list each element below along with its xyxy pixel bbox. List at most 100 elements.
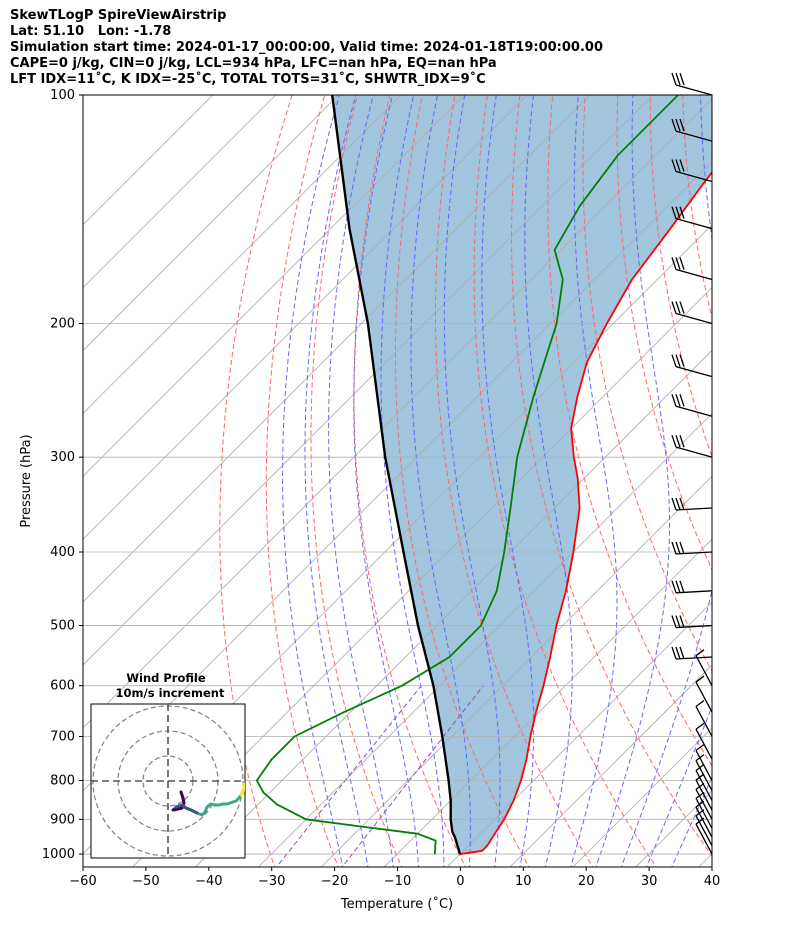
wind-barb-feather [675, 646, 681, 660]
wind-barb [671, 434, 713, 458]
x-tick-label: −10 [384, 874, 411, 889]
wind-barb-staff [695, 770, 713, 801]
dry-adiabat [310, 95, 403, 867]
wind-barb-feather [671, 72, 677, 86]
wind-barb-staff [695, 806, 713, 838]
wind-barb [695, 722, 713, 760]
wind-barb-staff [675, 446, 713, 458]
mixing-ratio-line [275, 685, 422, 867]
wind-barb [671, 615, 713, 629]
wind-barb-feather [675, 394, 681, 407]
wind-barb-feather [695, 743, 705, 752]
wind-barb [671, 159, 713, 183]
x-tick-label: −50 [132, 874, 159, 889]
wind-barb-feather [675, 434, 681, 448]
wind-barb-feather [675, 354, 681, 367]
wind-barb-feather [679, 434, 685, 448]
moist-adiabat [328, 95, 394, 867]
dry-adiabat [547, 95, 712, 767]
wind-barb-staff [675, 656, 713, 660]
wind-barb-staff [695, 798, 713, 829]
isotherm [383, 538, 712, 867]
isotherm [194, 349, 712, 867]
wind-barb-feather [671, 118, 677, 132]
wind-barb-feather [675, 159, 681, 172]
wind-barb-staff [695, 706, 713, 737]
wind-barb-feather [695, 699, 705, 708]
wind-barb-staff [695, 779, 713, 811]
wind-barb [695, 743, 713, 781]
dry-adiabat [779, 78, 794, 870]
wind-barb [671, 497, 713, 511]
wind-barb-staff [675, 130, 713, 142]
moist-adiabat [481, 95, 535, 867]
dry-adiabat [511, 95, 712, 857]
moist-adiabat [353, 95, 420, 867]
wind-barb-feather [675, 580, 681, 594]
isotherm [83, 95, 654, 666]
wind-barb-feather [679, 354, 685, 367]
y-tick-label: 800 [50, 774, 75, 789]
wind-barb-staff [695, 815, 713, 847]
x-tick-label: −60 [69, 874, 96, 889]
wind-barb-staff [675, 507, 713, 511]
index-line: LFT IDX=11˚C, K IDX=-25˚C, TOTAL TOTS=31… [10, 72, 486, 87]
wind-barb-staff [695, 823, 713, 855]
dry-adiabat [353, 95, 467, 867]
wind-barb-feather [679, 615, 685, 628]
wind-barb-feather [671, 434, 677, 448]
y-tick-label: 300 [50, 450, 75, 465]
wind-barb-feather [679, 394, 685, 407]
isotherm [698, 853, 712, 867]
hodograph-upper-level [239, 782, 245, 797]
temperature-line [459, 170, 712, 855]
y-tick-label: 600 [50, 679, 75, 694]
isotherm [83, 95, 340, 352]
y-tick-label: 100 [50, 88, 75, 103]
x-tick-label: 20 [578, 874, 595, 889]
wind-barb-feather [679, 541, 685, 555]
moist-adiabat [443, 95, 501, 867]
x-tick-label: 0 [456, 874, 464, 889]
isotherm [83, 95, 277, 289]
wind-barb-staff [675, 405, 713, 417]
wind-barb-feather [679, 580, 685, 594]
wind-barb-feather [671, 159, 677, 172]
wind-barb-feather [671, 206, 677, 219]
wind-barb-staff [695, 655, 713, 686]
x-tick-label: −40 [195, 874, 222, 889]
wind-barb [671, 646, 713, 660]
x-tick-label: 40 [704, 874, 721, 889]
y-tick-label: 1000 [42, 847, 75, 862]
wind-barb-feather [679, 118, 685, 132]
wind-barb-feather [671, 646, 677, 660]
moist-adiabat [620, 95, 712, 867]
wind-barb-feather [671, 301, 677, 314]
moist-adiabat [304, 95, 369, 867]
dry-adiabat [473, 95, 657, 867]
wind-barb [671, 394, 713, 417]
wind-barb-staff [675, 551, 713, 555]
wind-barb-staff [695, 760, 713, 791]
x-tick-label: 10 [515, 874, 532, 889]
wind-barb-staff [675, 268, 713, 281]
wind-barb-feather [675, 615, 681, 628]
isotherm [83, 95, 591, 603]
moist-adiabat [282, 95, 344, 867]
y-tick-label: 700 [50, 729, 75, 744]
y-tick-label: 400 [50, 545, 75, 560]
chart-header: SkewTLogP SpireViewAirstrip Lat: 51.10 L… [10, 8, 603, 88]
x-tick-label: 30 [641, 874, 658, 889]
chart-title: SkewTLogP SpireViewAirstrip [10, 8, 227, 23]
moist-adiabat [380, 95, 445, 867]
wind-barb-feather [675, 541, 681, 555]
dry-adiabat [395, 95, 530, 867]
moist-adiabat [524, 95, 573, 867]
wind-barb-feather [675, 497, 681, 511]
moist-adiabat [595, 95, 670, 867]
isotherm [83, 95, 402, 414]
hodograph-mid-level [174, 803, 199, 815]
y-tick-label: 200 [50, 317, 75, 332]
cape-line: CAPE=0 j/kg, CIN=0 j/kg, LCL=934 hPa, LF… [10, 56, 497, 71]
